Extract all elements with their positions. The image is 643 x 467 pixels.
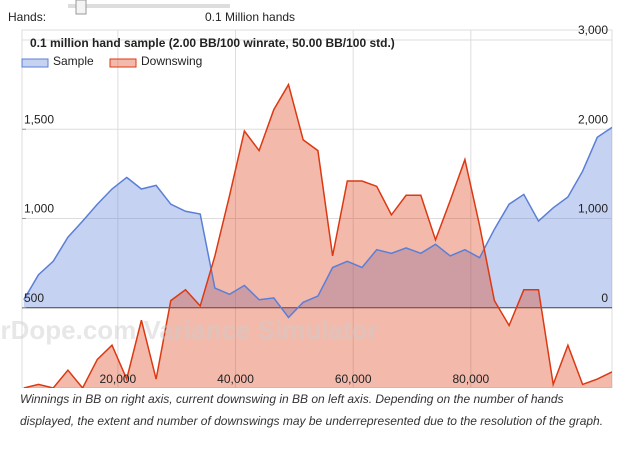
watermark: PokerDope.com Variance Simulator (0, 315, 378, 345)
plot-area (21, 29, 613, 388)
area-fill (23, 127, 612, 318)
series-line (23, 126, 612, 319)
slider-handle[interactable] (75, 0, 87, 15)
x-tick-label: 60,000 (335, 372, 372, 386)
y2-tick-label: 3,000 (578, 23, 608, 37)
y2-tick-label: 1,000 (578, 202, 608, 216)
hands-value: 0.1 Million hands (205, 10, 295, 24)
y2-tick-label: 2,000 (578, 112, 608, 126)
chart-title: 0.1 million hand sample (2.00 BB/100 win… (30, 36, 395, 50)
y-tick-label: 1,000 (24, 202, 54, 216)
legend-swatch (21, 58, 49, 68)
x-tick-label: 80,000 (452, 372, 489, 386)
hands-label: Hands: (8, 10, 46, 24)
x-tick-label: 40,000 (217, 372, 254, 386)
caption: Winnings in BB on right axis, current do… (20, 392, 604, 428)
y2-tick-label: 0 (601, 291, 608, 305)
legend-label: Downswing (141, 54, 202, 68)
legend-swatch (109, 58, 137, 68)
legend-label: Sample (53, 54, 94, 68)
series-line (23, 82, 612, 388)
y-tick-label: 1,500 (24, 112, 54, 126)
y-tick-label: 500 (24, 291, 44, 305)
chart: Hands: 0.1 Million hands PokerDope.com V… (0, 0, 613, 388)
x-tick-label: 20,000 (100, 372, 137, 386)
